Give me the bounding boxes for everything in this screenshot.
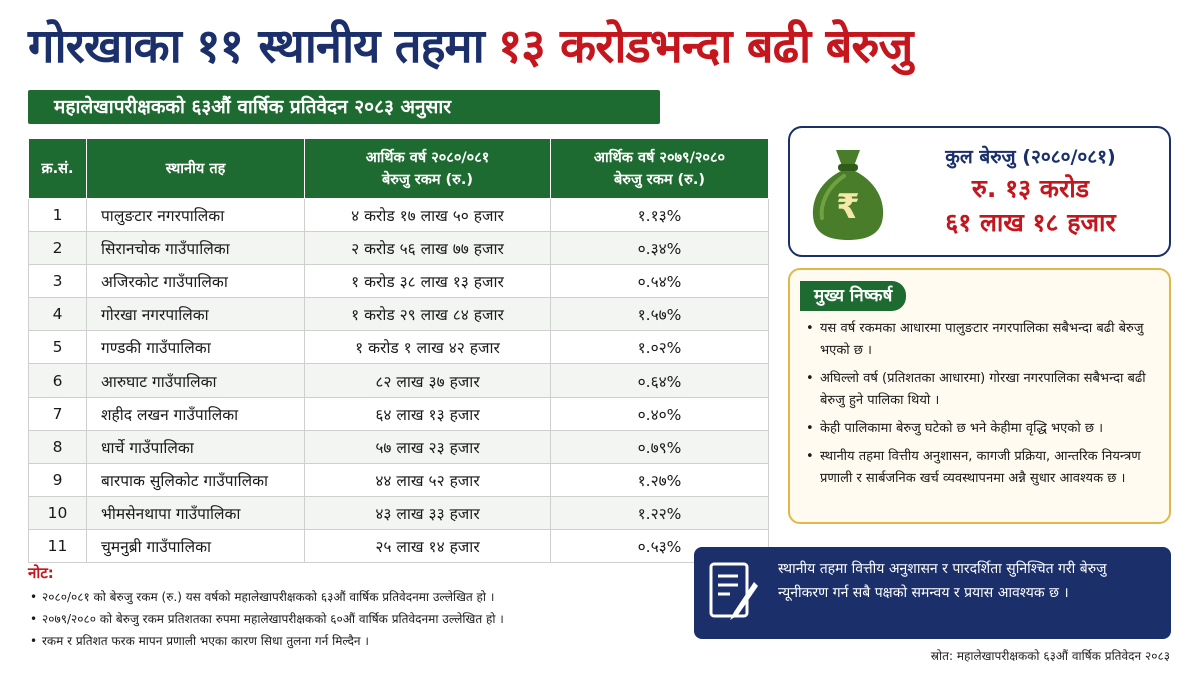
table-row: 7 शहीद लखन गाउँपालिका ६४ लाख १३ हजार ०.४०% [28, 396, 769, 431]
table-row: 4 गोरखा नगरपालिका १ करोड २९ लाख ८४ हजार १.५… [28, 297, 769, 332]
cell-amount: ४३ लाख ३३ हजार [304, 495, 551, 530]
appeal-banner: स्थानीय तहमा वित्तीय अनुशासन र पारदर्शित… [694, 547, 1171, 639]
money-bag-icon: ₹ [812, 150, 884, 240]
rupee-symbol: ₹ [836, 187, 860, 227]
cell-amount: ४ करोड १७ लाख ५० हजार [304, 197, 551, 233]
document-pen-icon [709, 562, 758, 620]
cell-name: अजिरकोट गाउँपालिका [86, 264, 305, 299]
cell-name: चुमनुब्री गाउँपालिका [86, 528, 305, 564]
source-credit: स्रोत: महालेखापरीक्षकको ६३औं वार्षिक प्र… [930, 649, 1170, 663]
cell-amount: ४४ लाख ५२ हजार [304, 462, 551, 497]
table-row: 2 सिरानचोक गाउँपालिका २ करोड ५६ लाख ७७ हजा… [28, 231, 769, 266]
cell-name: आरुघाट गाउँपालिका [86, 363, 305, 398]
cell-sn: 4 [28, 297, 87, 332]
header-fy1-line1: आर्थिक वर्ष २०८०/०८१ [365, 149, 490, 166]
cell-name: गोरखा नगरपालिका [86, 297, 305, 332]
report-subtitle: महालेखापरीक्षकको ६३औं वार्षिक प्रतिवेदन … [28, 90, 660, 124]
cell-sn: 5 [28, 330, 87, 365]
cell-sn: 6 [28, 363, 87, 398]
cell-name: सिरानचोक गाउँपालिका [86, 231, 305, 266]
findings-list: यस वर्ष रकमका आधारमा पालुङटार नगरपालिका … [804, 318, 1164, 496]
table-row: 11 चुमनुब्री गाउँपालिका २५ लाख १४ हजार ०.५३… [28, 528, 769, 564]
table-header-row: क्र.सं. स्थानीय तह आर्थिक वर्ष २०८०/०८१ … [28, 138, 769, 199]
cell-percent: १.०२% [550, 330, 769, 365]
cell-amount: २ करोड ५६ लाख ७७ हजार [304, 231, 551, 266]
finding-item: अघिल्लो वर्ष (प्रतिशतका आधारमा) गोरखा नग… [804, 368, 1164, 412]
header-fy-2080-081: आर्थिक वर्ष २०८०/०८१ बेरुजु रकम (रु.) [304, 138, 551, 199]
cell-sn: 7 [28, 396, 87, 431]
header-fy1-line2: बेरुजु रकम (रु.) [382, 171, 473, 188]
headline-part1: गोरखाका ११ स्थानीय तहमा [28, 19, 485, 74]
cell-percent: १.२७% [550, 462, 769, 497]
total-label: कुल बेरुजु (२०८०/०८१) [945, 146, 1116, 168]
cell-name: शहीद लखन गाउँपालिका [86, 396, 305, 431]
cell-sn: 1 [28, 197, 87, 233]
note-item: २०८०/०८१ को बेरुजु रकम (रु.) यस वर्षको म… [28, 586, 768, 608]
cell-sn: 9 [28, 462, 87, 497]
cell-percent: ०.७९% [550, 429, 769, 464]
cell-amount: ८२ लाख ३७ हजार [304, 363, 551, 398]
cell-amount: ५७ लाख २३ हजार [304, 429, 551, 464]
note-section: नोट: २०८०/०८१ को बेरुजु रकम (रु.) यस वर्… [28, 563, 768, 652]
beruju-table: क्र.सं. स्थानीय तह आर्थिक वर्ष २०८०/०८१ … [28, 138, 769, 564]
table-row: 3 अजिरकोट गाउँपालिका १ करोड ३८ लाख १३ हजार… [28, 264, 769, 299]
header-fy2-line2: बेरुजु रकम (रु.) [614, 171, 705, 188]
cell-percent: ०.३४% [550, 231, 769, 266]
cell-sn: 11 [28, 528, 87, 564]
table-row: 5 गण्डकी गाउँपालिका १ करोड १ लाख ४२ हजार १.… [28, 330, 769, 365]
cell-amount: ६४ लाख १३ हजार [304, 396, 551, 431]
cell-amount: १ करोड १ लाख ४२ हजार [304, 330, 551, 365]
cell-name: धार्चे गाउँपालिका [86, 429, 305, 464]
cell-amount: १ करोड ३८ लाख १३ हजार [304, 264, 551, 299]
header-fy2-line1: आर्थिक वर्ष २०७९/२०८० [593, 149, 726, 166]
cell-percent: १.५७% [550, 297, 769, 332]
table-row: 6 आरुघाट गाउँपालिका ८२ लाख ३७ हजार ०.६४% [28, 363, 769, 398]
total-amount-line2: ६१ लाख १८ हजार [945, 208, 1116, 237]
finding-item: केही पालिकामा बेरुजु घटेको छ भने केहीमा … [804, 418, 1164, 440]
cell-sn: 3 [28, 264, 87, 299]
header-fy-2079-080: आर्थिक वर्ष २०७९/२०८० बेरुजु रकम (रु.) [550, 138, 769, 199]
cell-name: बारपाक सुलिकोट गाउँपालिका [86, 462, 305, 497]
finding-item: स्थानीय तहमा वित्तीय अनुशासन, कागजी प्रक… [804, 446, 1164, 490]
cell-percent: १.२२% [550, 495, 769, 530]
cell-sn: 2 [28, 231, 87, 266]
table-row: 10 भीमसेनथापा गाउँपालिका ४३ लाख ३३ हजार १.२… [28, 495, 769, 530]
total-text: कुल बेरुजु (२०८०/०८१) रु. १३ करोड ६१ लाख… [898, 142, 1163, 240]
table-row: 9 बारपाक सुलिकोट गाउँपालिका ४४ लाख ५२ हजार… [28, 462, 769, 497]
total-amount-line1: रु. १३ करोड [971, 174, 1090, 203]
headline: गोरखाका ११ स्थानीय तहमा १३ करोडभन्दा बढी … [28, 6, 1178, 88]
note-list: २०८०/०८१ को बेरुजु रकम (रु.) यस वर्षको म… [28, 586, 768, 652]
cell-sn: 10 [28, 495, 87, 530]
banner-text: स्थानीय तहमा वित्तीय अनुशासन र पारदर्शित… [778, 561, 1107, 601]
cell-name: गण्डकी गाउँपालिका [86, 330, 305, 365]
cell-sn: 8 [28, 429, 87, 464]
header-local-level: स्थानीय तह [86, 138, 305, 199]
cell-percent: १.१३% [550, 197, 769, 233]
table-row: 1 पालुङटार नगरपालिका ४ करोड १७ लाख ५० हजार… [28, 197, 769, 233]
cell-amount: १ करोड २९ लाख ८४ हजार [304, 297, 551, 332]
finding-item: यस वर्ष रकमका आधारमा पालुङटार नगरपालिका … [804, 318, 1164, 362]
cell-amount: २५ लाख १४ हजार [304, 528, 551, 564]
note-item: रकम र प्रतिशत फरक मापन प्रणाली भएका कारण… [28, 630, 768, 652]
headline-part2: १३ करोडभन्दा बढी बेरुजु [497, 19, 914, 74]
cell-percent: ०.६४% [550, 363, 769, 398]
header-sn: क्र.सं. [28, 138, 87, 199]
cell-percent: ०.४०% [550, 396, 769, 431]
cell-percent: ०.५४% [550, 264, 769, 299]
total-beruju-card: ₹ कुल बेरुजु (२०८०/०८१) रु. १३ करोड ६१ ल… [788, 126, 1171, 257]
note-label: नोट: [28, 564, 54, 582]
table-row: 8 धार्चे गाउँपालिका ५७ लाख २३ हजार ०.७९% [28, 429, 769, 464]
findings-title: मुख्य निष्कर्ष [800, 281, 907, 311]
key-findings-card: मुख्य निष्कर्ष यस वर्ष रकमका आधारमा पालु… [788, 268, 1171, 524]
cell-name: पालुङटार नगरपालिका [86, 197, 305, 233]
cell-name: भीमसेनथापा गाउँपालिका [86, 495, 305, 530]
note-item: २०७९/२०८० को बेरुजु रकम प्रतिशतका रुपमा … [28, 608, 768, 630]
